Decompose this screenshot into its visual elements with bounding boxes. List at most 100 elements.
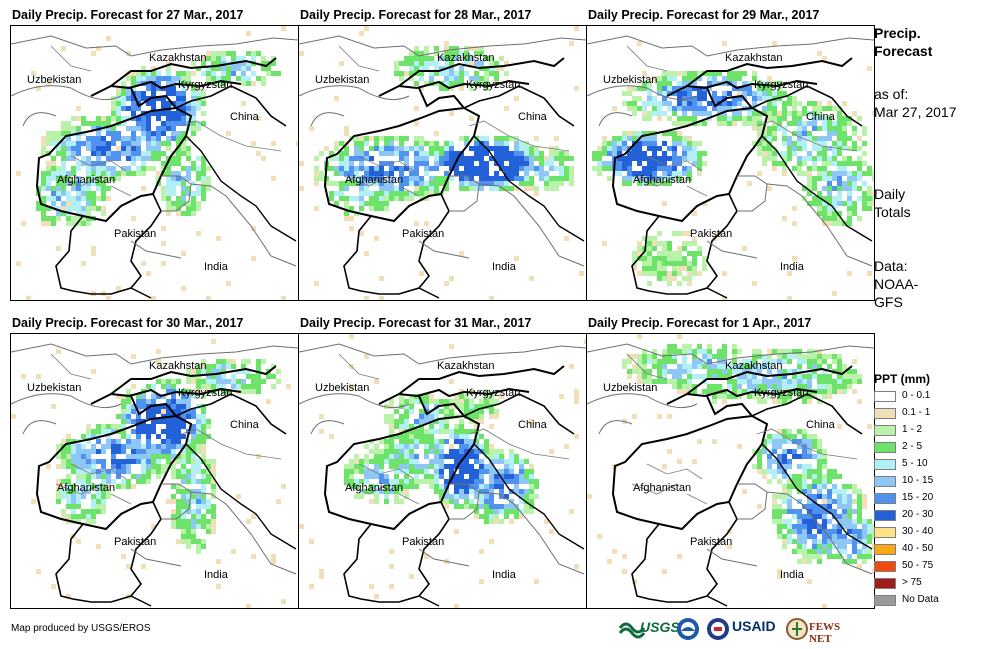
precip-cell (872, 171, 874, 176)
precip-cell (166, 454, 171, 459)
precip-cell (627, 156, 632, 161)
precip-cell (394, 151, 399, 156)
precip-cell (349, 469, 354, 474)
precip-cell (201, 419, 206, 424)
precip-cell (131, 141, 136, 146)
precip-cell (524, 509, 529, 514)
precip-cell (529, 181, 534, 186)
precip-cell (474, 454, 479, 459)
precip-cell (111, 444, 116, 449)
precip-cell (524, 141, 529, 146)
precip-cell (827, 374, 832, 379)
precip-cell (56, 216, 61, 221)
precip-cell (797, 111, 802, 116)
fewsnet-icon (786, 618, 808, 640)
precip-cell (364, 26, 369, 31)
precip-cell (747, 121, 752, 126)
precip-cell (419, 196, 424, 201)
precip-cell (484, 166, 489, 171)
precip-cell (767, 434, 772, 439)
precip-cell (832, 141, 837, 146)
precip-cell (171, 509, 176, 514)
precip-cell (489, 156, 494, 161)
legend-label: 30 - 40 (902, 526, 934, 537)
precip-cell (632, 151, 637, 156)
forecast-panel: Daily Precip. Forecast for 31 Mar., 2017… (298, 316, 588, 609)
precip-cell (121, 136, 126, 141)
precip-cell (116, 484, 121, 489)
precip-cell (176, 524, 181, 529)
precip-cell (354, 196, 359, 201)
precip-cell (196, 449, 201, 454)
precip-cell (872, 569, 874, 574)
precip-cell (344, 126, 349, 131)
precip-cell (171, 121, 176, 126)
precip-cell (792, 369, 797, 374)
precip-cell (409, 434, 414, 439)
precip-cell (261, 359, 266, 364)
precip-cell (71, 509, 76, 514)
forecast-map: Kazakhstan Uzbekistan Kyrgyzstan China Afgha… (10, 333, 299, 609)
precip-map-graphic (11, 339, 298, 608)
precip-cell (817, 126, 822, 131)
precip-cell (389, 414, 394, 419)
panel-title: Daily Precip. Forecast for 27 Mar., 2017 (12, 8, 244, 22)
precip-cell (369, 201, 374, 206)
precip-cell (151, 444, 156, 449)
precip-cell (474, 181, 479, 186)
precip-cell (464, 439, 469, 444)
precip-cell (41, 201, 46, 206)
precip-cell (667, 116, 672, 121)
precip-cell (782, 489, 787, 494)
precip-cell (399, 136, 404, 141)
precip-cell (827, 364, 832, 369)
precip-cell (822, 156, 827, 161)
precip-cell (156, 136, 161, 141)
precip-cell (364, 186, 369, 191)
precip-cell (206, 519, 211, 524)
precip-cell (857, 534, 862, 539)
precip-cell (732, 106, 737, 111)
precip-cell (61, 126, 66, 131)
precip-cell (419, 136, 424, 141)
precip-cell (479, 136, 484, 141)
precip-cell (672, 121, 677, 126)
precip-cell (792, 166, 797, 171)
precip-cell (379, 146, 384, 151)
map-label-kazakhstan: Kazakhstan (149, 360, 207, 372)
map-label-kyrgyzstan: Kyrgyzstan (754, 79, 809, 91)
precip-cell (817, 479, 822, 484)
precip-cell (424, 141, 429, 146)
precip-cell (161, 161, 166, 166)
precip-cell (459, 504, 464, 509)
precip-cell (802, 559, 807, 564)
precip-cell (51, 404, 56, 409)
precip-cell (832, 201, 837, 206)
precip-cell (602, 241, 607, 246)
precip-cell (802, 474, 807, 479)
precip-cell (181, 121, 186, 126)
precip-cell (504, 459, 509, 464)
precip-cell (146, 454, 151, 459)
precip-cell (364, 464, 369, 469)
precip-cell (256, 379, 261, 384)
precip-cell (424, 46, 429, 51)
precip-cell (131, 449, 136, 454)
precip-cell (802, 464, 807, 469)
precip-cell (156, 449, 161, 454)
precip-cell (131, 454, 136, 459)
precip-cell (464, 136, 469, 141)
precip-cell (191, 444, 196, 449)
precip-cell (682, 389, 687, 394)
precip-cell (847, 369, 852, 374)
precip-cell (832, 171, 837, 176)
precip-cell (414, 439, 419, 444)
precip-cell (156, 126, 161, 131)
precip-cell (86, 161, 91, 166)
precip-cell (246, 369, 251, 374)
precip-cell (519, 146, 524, 151)
precip-cell (464, 429, 469, 434)
precip-cell (817, 554, 822, 559)
precip-cell (637, 369, 642, 374)
precip-cell (111, 101, 116, 106)
